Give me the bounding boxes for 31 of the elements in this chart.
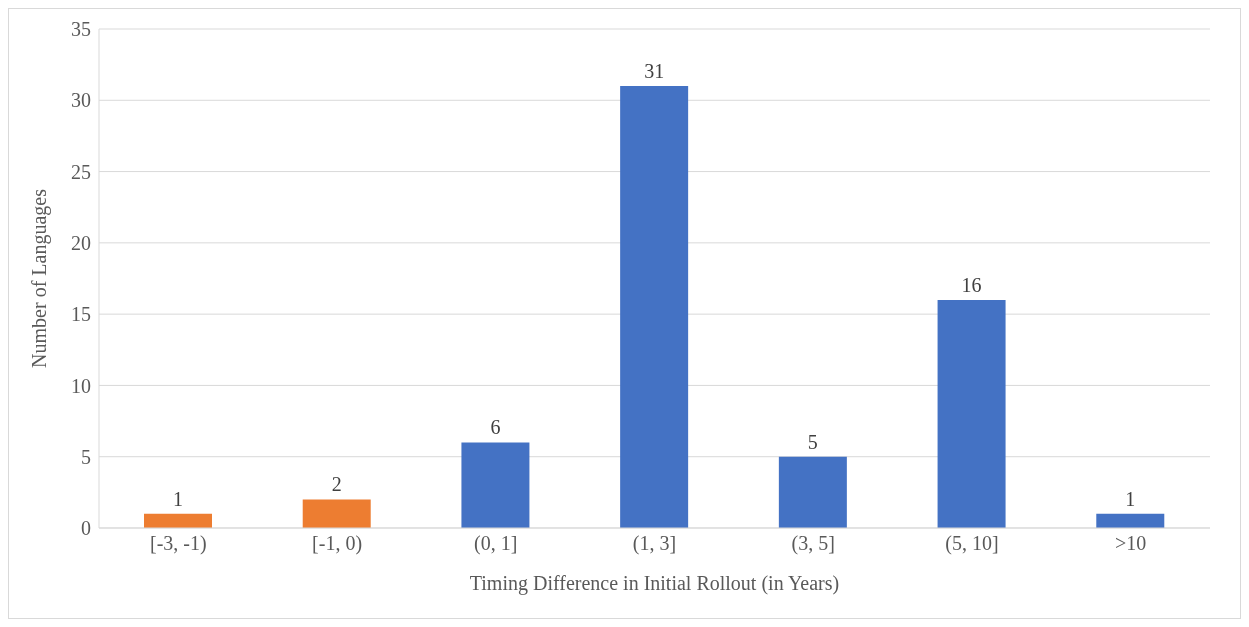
bar (144, 513, 212, 528)
x-tick-label: [-1, 0) (312, 532, 363, 556)
bar (620, 86, 689, 528)
x-tick-label: (0, 1] (474, 532, 518, 556)
x-axis-title: Timing Difference in Initial Rollout (in Years) (469, 572, 840, 595)
data-label: 1 (1125, 487, 1136, 510)
y-tick-label: 15 (71, 303, 91, 326)
y-tick-label: 35 (71, 18, 91, 41)
bar (1096, 513, 1165, 528)
y-tick-label: 30 (71, 89, 91, 112)
x-tick-label: (1, 3] (632, 532, 677, 556)
x-tick-label: (5, 10] (945, 532, 999, 556)
bar (778, 456, 847, 528)
bar (461, 442, 530, 528)
x-tick-label: [-3, -1) (150, 532, 207, 556)
data-label: 6 (490, 416, 501, 439)
x-tick-label: (3, 5] (791, 532, 835, 556)
y-tick-label: 20 (71, 231, 91, 254)
y-tick-label: 5 (81, 445, 91, 468)
x-tick-label: >10 (1115, 532, 1147, 555)
data-label: 16 (961, 273, 982, 296)
y-tick-label: 0 (81, 517, 91, 540)
bar (302, 499, 371, 528)
y-tick-label: 25 (71, 160, 91, 183)
data-label: 31 (644, 60, 665, 83)
data-label: 5 (807, 430, 818, 453)
y-tick-label: 10 (71, 374, 91, 397)
data-label: 2 (331, 473, 342, 496)
bar (937, 299, 1006, 528)
y-axis-title: Number of Languages (28, 188, 52, 368)
data-label: 1 (173, 487, 183, 510)
